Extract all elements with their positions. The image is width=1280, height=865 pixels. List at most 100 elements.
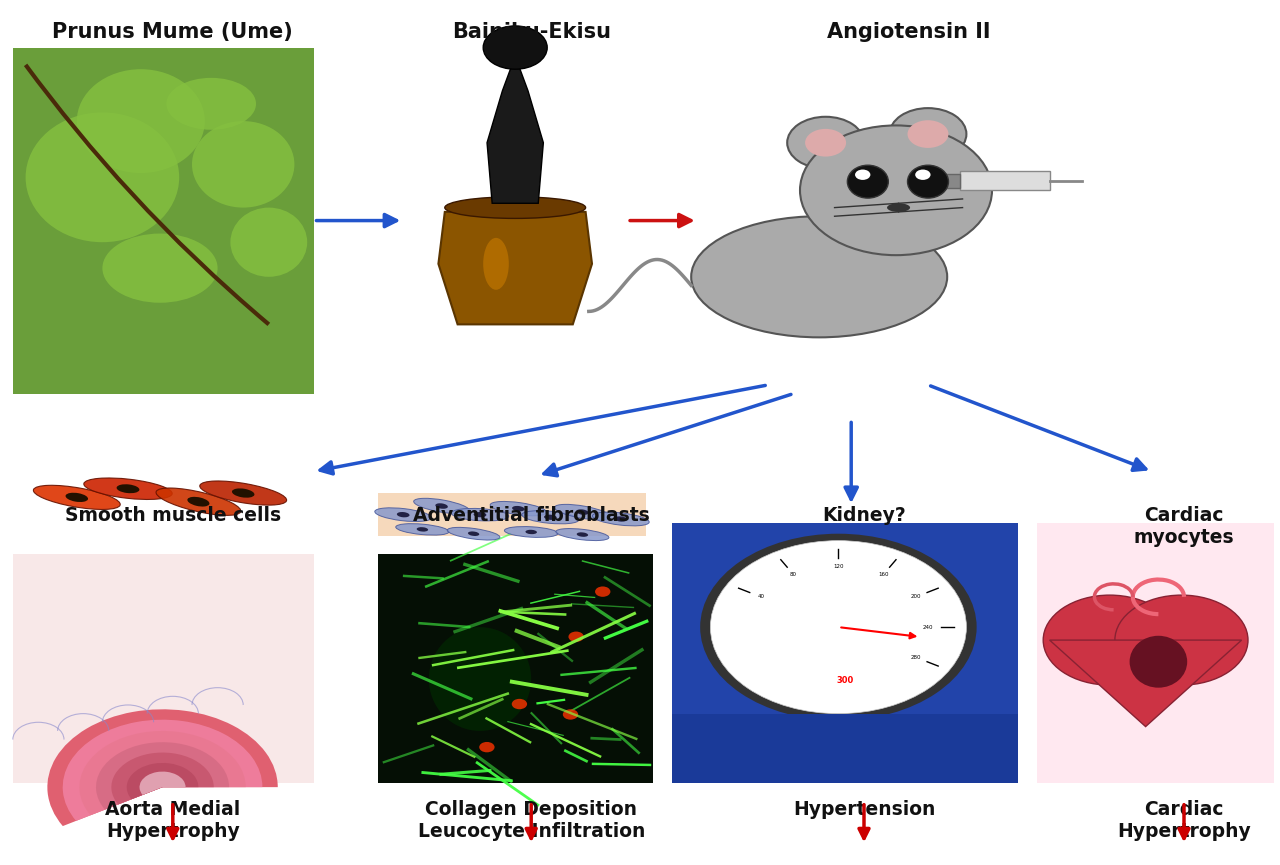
- Ellipse shape: [512, 506, 525, 511]
- Ellipse shape: [33, 485, 120, 509]
- Ellipse shape: [490, 502, 547, 516]
- Wedge shape: [140, 772, 186, 795]
- Text: Aorta Medial
Hypertrophy: Aorta Medial Hypertrophy: [105, 800, 241, 841]
- Bar: [378, 554, 653, 783]
- Circle shape: [800, 125, 992, 255]
- Ellipse shape: [468, 531, 479, 536]
- Ellipse shape: [187, 497, 210, 507]
- Circle shape: [890, 108, 966, 160]
- Ellipse shape: [397, 512, 410, 517]
- Ellipse shape: [847, 165, 888, 198]
- Ellipse shape: [908, 165, 948, 198]
- Text: Kidney?: Kidney?: [822, 506, 906, 525]
- Ellipse shape: [576, 509, 589, 515]
- Text: 240: 240: [923, 625, 933, 630]
- Ellipse shape: [504, 527, 558, 537]
- Ellipse shape: [375, 508, 431, 522]
- Ellipse shape: [483, 238, 508, 290]
- Bar: [666, 52, 1126, 450]
- Polygon shape: [438, 212, 591, 324]
- Ellipse shape: [156, 488, 241, 516]
- Text: 280: 280: [911, 655, 922, 660]
- Ellipse shape: [556, 529, 609, 541]
- Circle shape: [563, 709, 579, 720]
- Text: Smooth muscle cells: Smooth muscle cells: [65, 506, 280, 525]
- Ellipse shape: [429, 627, 531, 731]
- Ellipse shape: [192, 121, 294, 208]
- Text: Collagen Deposition
Leucocyte Infiltration: Collagen Deposition Leucocyte Infiltrati…: [417, 800, 645, 841]
- Ellipse shape: [166, 78, 256, 130]
- Wedge shape: [111, 753, 214, 804]
- Circle shape: [700, 534, 977, 721]
- Circle shape: [855, 170, 870, 180]
- Ellipse shape: [230, 208, 307, 277]
- Ellipse shape: [554, 504, 611, 520]
- Ellipse shape: [413, 498, 470, 514]
- Bar: [672, 523, 1018, 783]
- Text: Cardiac
Hypertrophy: Cardiac Hypertrophy: [1117, 800, 1251, 841]
- Circle shape: [483, 26, 548, 69]
- Wedge shape: [63, 720, 262, 821]
- Text: Cardiac
myocytes: Cardiac myocytes: [1134, 506, 1234, 547]
- Wedge shape: [47, 709, 278, 826]
- Circle shape: [1043, 595, 1176, 685]
- Ellipse shape: [1130, 636, 1188, 688]
- Text: Angiotensin II: Angiotensin II: [827, 22, 991, 42]
- Polygon shape: [486, 56, 544, 203]
- Ellipse shape: [77, 69, 205, 173]
- Bar: [378, 493, 646, 536]
- Text: Hypertension: Hypertension: [792, 800, 936, 819]
- Ellipse shape: [474, 512, 486, 517]
- Ellipse shape: [691, 216, 947, 337]
- Circle shape: [595, 586, 611, 597]
- Bar: [13, 48, 314, 394]
- Circle shape: [1115, 595, 1248, 685]
- Circle shape: [915, 170, 931, 180]
- Ellipse shape: [396, 523, 449, 535]
- Bar: [13, 554, 314, 783]
- Circle shape: [710, 541, 966, 714]
- Text: 300: 300: [836, 676, 854, 685]
- Ellipse shape: [102, 234, 218, 303]
- Ellipse shape: [435, 503, 448, 509]
- Bar: [403, 48, 627, 394]
- Ellipse shape: [887, 203, 910, 212]
- Text: Bainiku-Ekisu: Bainiku-Ekisu: [452, 22, 611, 42]
- Bar: [941, 174, 960, 188]
- Bar: [672, 714, 1018, 783]
- Text: 120: 120: [833, 564, 844, 569]
- Ellipse shape: [200, 481, 287, 505]
- Ellipse shape: [65, 493, 88, 502]
- Ellipse shape: [544, 515, 557, 520]
- Text: Adventitial fibroblasts: Adventitial fibroblasts: [413, 506, 649, 525]
- Ellipse shape: [526, 529, 536, 535]
- Wedge shape: [79, 731, 246, 815]
- Text: 160: 160: [878, 572, 888, 577]
- Wedge shape: [127, 763, 198, 799]
- Ellipse shape: [116, 484, 140, 493]
- Wedge shape: [96, 742, 229, 810]
- Circle shape: [787, 117, 864, 169]
- Circle shape: [568, 631, 584, 642]
- Ellipse shape: [445, 196, 585, 218]
- Bar: [378, 441, 646, 545]
- Ellipse shape: [577, 532, 588, 537]
- Ellipse shape: [614, 516, 627, 522]
- Polygon shape: [1050, 640, 1242, 727]
- Ellipse shape: [447, 528, 500, 540]
- Bar: [1037, 523, 1274, 783]
- Text: 80: 80: [790, 572, 797, 577]
- Circle shape: [512, 699, 527, 709]
- Bar: [960, 171, 1050, 190]
- Ellipse shape: [26, 112, 179, 242]
- Text: 40: 40: [758, 594, 764, 599]
- Ellipse shape: [417, 527, 428, 532]
- Bar: [13, 441, 314, 545]
- Circle shape: [479, 742, 494, 753]
- Text: Prunus Mume (Ume): Prunus Mume (Ume): [52, 22, 293, 42]
- Text: 200: 200: [911, 594, 922, 599]
- Circle shape: [805, 129, 846, 157]
- Ellipse shape: [593, 512, 649, 526]
- Circle shape: [908, 120, 948, 148]
- Ellipse shape: [452, 509, 508, 521]
